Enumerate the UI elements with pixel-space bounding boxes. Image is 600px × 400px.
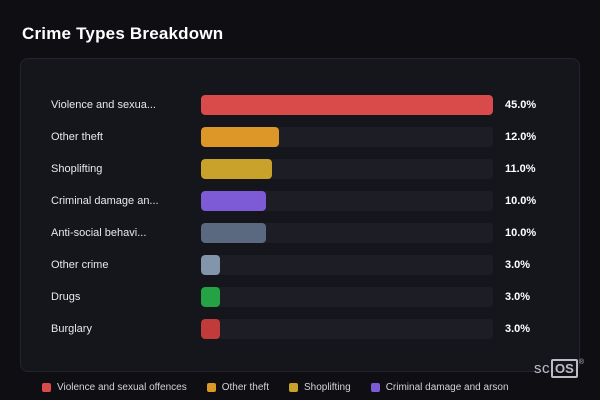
bar-fill[interactable] xyxy=(201,159,273,179)
legend-item[interactable]: Violence and sexual offences xyxy=(42,382,187,393)
scos-logo: sc OS ® xyxy=(534,359,584,378)
category-label: Criminal damage an... xyxy=(51,195,159,207)
bar-track xyxy=(201,223,493,243)
bar-track xyxy=(201,95,493,115)
category-label: Other theft xyxy=(51,131,103,143)
bar-fill[interactable] xyxy=(201,319,221,339)
value-label: 12.0% xyxy=(505,131,537,143)
value-label: 3.0% xyxy=(505,323,531,335)
value-label: 45.0% xyxy=(505,99,537,111)
bar-track xyxy=(201,255,493,275)
value-label: 3.0% xyxy=(505,259,531,271)
value-label: 11.0% xyxy=(505,163,536,175)
bar-track xyxy=(201,287,493,307)
bar-fill[interactable] xyxy=(201,191,266,211)
bar-track xyxy=(201,191,493,211)
brand-prefix: sc xyxy=(534,360,551,377)
legend-swatch-icon xyxy=(370,383,380,392)
brand-suffix: OS xyxy=(551,359,578,378)
bar-track xyxy=(201,127,493,147)
bar-track xyxy=(201,319,493,339)
bar-fill[interactable] xyxy=(201,223,266,243)
chart-card: Violence and sexua... 45.0% Other theft 12.… xyxy=(20,58,580,372)
legend-swatch-icon xyxy=(288,383,298,392)
legend-swatch-icon xyxy=(206,383,216,392)
value-label: 3.0% xyxy=(505,291,531,303)
category-label: Anti-social behavi... xyxy=(51,227,147,239)
value-label: 10.0% xyxy=(505,195,537,207)
legend-item[interactable]: Other theft xyxy=(206,382,269,393)
category-label: Burglary xyxy=(51,323,92,335)
category-label: Other crime xyxy=(51,259,109,271)
chart-row: Shoplifting 11.0% xyxy=(51,159,549,179)
chart-legend: Violence and sexual offences Other theft S… xyxy=(42,378,600,397)
chart-row: Criminal damage an... 10.0% xyxy=(51,191,549,211)
registered-mark-icon: ® xyxy=(578,359,584,366)
legend-label: Other theft xyxy=(221,382,269,393)
bar-track xyxy=(201,159,493,179)
chart-row: Burglary 3.0% xyxy=(51,319,549,339)
legend-label: Criminal damage and arson xyxy=(385,382,509,393)
legend-item[interactable]: Criminal damage and arson xyxy=(370,382,509,393)
page-title: Crime Types Breakdown xyxy=(22,24,224,43)
chart-row: Other theft 12.0% xyxy=(51,127,549,147)
chart-row: Violence and sexua... 45.0% xyxy=(51,95,549,115)
category-label: Violence and sexua... xyxy=(51,99,156,111)
category-label: Shoplifting xyxy=(51,163,103,175)
bar-fill[interactable] xyxy=(201,127,279,147)
legend-label: Shoplifting xyxy=(303,382,351,393)
value-label: 10.0% xyxy=(505,227,537,239)
legend-label: Violence and sexual offences xyxy=(57,382,187,393)
chart-row: Drugs 3.0% xyxy=(51,287,549,307)
bar-fill[interactable] xyxy=(201,95,493,115)
bar-fill[interactable] xyxy=(201,287,221,307)
bar-chart: Violence and sexua... 45.0% Other theft 12.… xyxy=(51,95,549,339)
legend-swatch-icon xyxy=(42,383,51,392)
legend-item[interactable]: Shoplifting xyxy=(288,382,351,393)
chart-row: Other crime 3.0% xyxy=(51,255,549,275)
bar-fill[interactable] xyxy=(201,255,221,275)
chart-row: Anti-social behavi... 10.0% xyxy=(51,223,549,243)
category-label: Drugs xyxy=(51,291,81,303)
